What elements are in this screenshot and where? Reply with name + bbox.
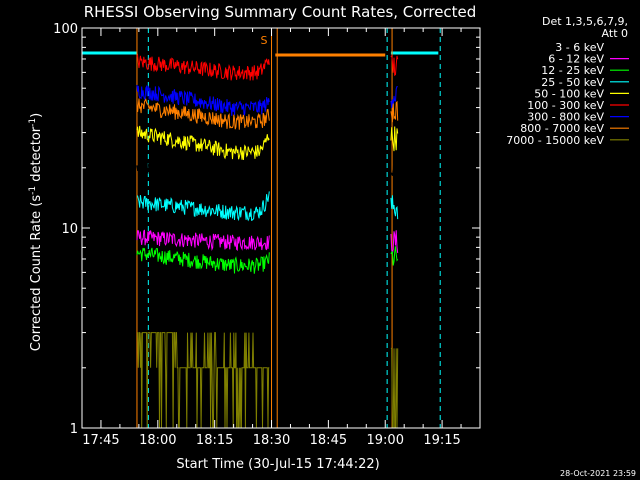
saa-marker: S — [260, 34, 267, 47]
legend-label-0: 3 - 6 keV — [555, 41, 604, 54]
series-trace-3-second — [390, 195, 399, 220]
legend-label-5: 100 - 300 keV — [527, 99, 604, 112]
series-trace-7-main — [136, 98, 270, 130]
series-trace-1-main — [136, 229, 270, 252]
legend-header-attenuator: Att 0 — [602, 27, 628, 40]
series-trace-4-main — [136, 125, 270, 161]
legend-label-8: 7000 - 15000 keV — [506, 134, 604, 147]
x-tick-label-6: 19:15 — [423, 433, 460, 448]
series-trace-8-second — [390, 347, 399, 429]
y-tick-label-2: 100 — [53, 22, 78, 37]
chart-title: RHESSI Observing Summary Count Rates, Co… — [84, 3, 477, 21]
footer-timestamp: 28-Oct-2021 23:59 — [560, 469, 636, 478]
legend-label-3: 25 - 50 keV — [541, 76, 604, 89]
x-tick-label-5: 19:00 — [367, 433, 404, 448]
legend-header-detectors: Det 1,3,5,6,7,9, — [542, 15, 628, 28]
series-trace-2-second — [390, 246, 399, 266]
y-tick-label-1: 10 — [61, 222, 78, 237]
plot-area: S — [81, 28, 441, 429]
series-trace-7-second — [390, 100, 399, 123]
x-tick-label-2: 18:15 — [196, 433, 233, 448]
axis-ticks: 17:45 18:00 18:15 18:30 18:45 19:00 19:15 1 10 10… — [53, 22, 481, 448]
y-tick-label-0: 1 — [70, 422, 78, 437]
legend-label-7: 800 - 7000 keV — [520, 122, 604, 135]
series-trace-2-main — [136, 247, 270, 274]
series-trace-5-second — [390, 54, 399, 77]
legend-label-1: 6 - 12 keV — [548, 53, 604, 66]
y-axis-label: Corrected Count Rate (s-1 detector-1) — [28, 113, 44, 351]
legend-label-2: 12 - 25 keV — [541, 64, 604, 77]
series-trace-6-second — [390, 85, 398, 109]
x-axis-label: Start Time (30-Jul-15 17:44:22) — [176, 457, 379, 472]
x-tick-label-4: 18:45 — [310, 433, 347, 448]
legend-label-4: 50 - 100 keV — [534, 87, 604, 100]
legend-label-6: 300 - 800 keV — [527, 111, 604, 124]
x-tick-label-3: 18:30 — [253, 433, 290, 448]
series-trace-8-main — [137, 332, 270, 429]
series-trace-5-main — [136, 53, 270, 81]
series-trace-0-main — [136, 160, 270, 181]
series-trace-6-main — [136, 84, 270, 116]
x-tick-label-1: 18:00 — [139, 433, 176, 448]
series-trace-3-main — [137, 191, 270, 222]
x-tick-label-0: 17:45 — [82, 433, 119, 448]
series-trace-0-second — [390, 165, 399, 177]
series-trace-4-second — [390, 126, 399, 152]
